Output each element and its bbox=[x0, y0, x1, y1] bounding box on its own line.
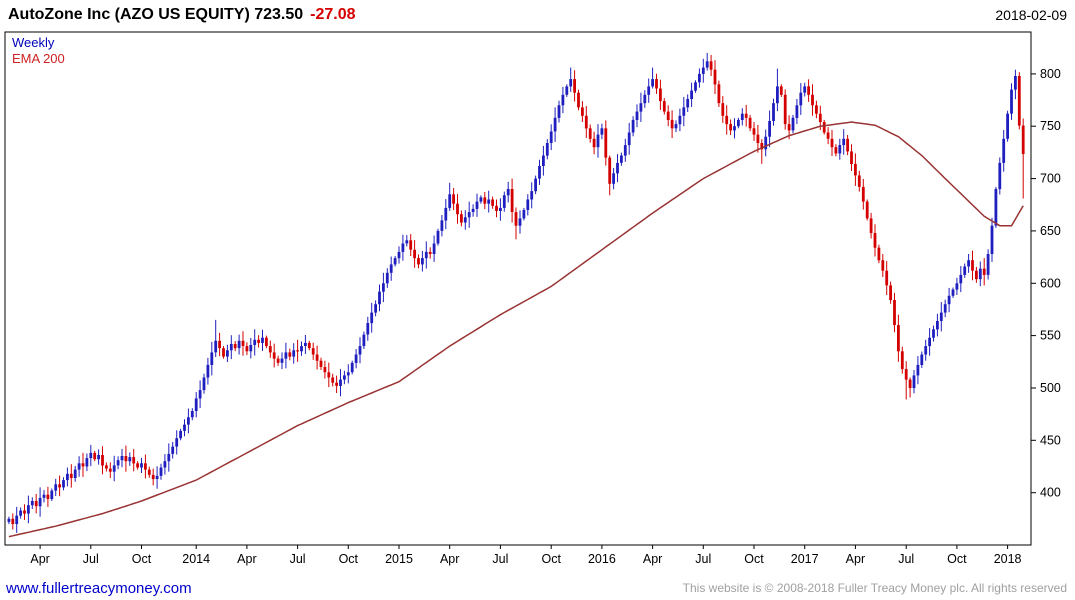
chart-date: 2018-02-09 bbox=[995, 7, 1067, 23]
x-axis-label: Oct bbox=[132, 552, 152, 566]
footer-website-link[interactable]: www.fullertreacymoney.com bbox=[6, 580, 192, 597]
x-axis-label: Jul bbox=[695, 552, 711, 566]
x-axis-label: Oct bbox=[339, 552, 359, 566]
y-axis-label: 750 bbox=[1040, 119, 1061, 133]
y-axis-label: 450 bbox=[1040, 433, 1061, 447]
x-axis-label: 2016 bbox=[588, 552, 616, 566]
y-axis-label: 600 bbox=[1040, 276, 1061, 290]
y-axis-label: 550 bbox=[1040, 329, 1061, 343]
x-axis-label: 2018 bbox=[994, 552, 1022, 566]
x-axis-label: 2017 bbox=[791, 552, 819, 566]
x-axis-label: Apr bbox=[30, 552, 49, 566]
footer-copyright: This website is © 2008-2018 Fuller Treac… bbox=[682, 581, 1067, 595]
x-axis-label: Apr bbox=[643, 552, 662, 566]
x-axis-label: Jul bbox=[83, 552, 99, 566]
chart-header: AutoZone Inc (AZO US EQUITY) 723.50 -27.0… bbox=[0, 0, 1075, 30]
instrument-title: AutoZone Inc (AZO US EQUITY) 723.50 bbox=[8, 6, 304, 23]
x-axis-label: Oct bbox=[744, 552, 764, 566]
price-change: -27.08 bbox=[310, 6, 356, 23]
ema-200-line bbox=[8, 121, 1024, 538]
legend-ema-label: EMA 200 bbox=[12, 51, 65, 66]
y-axis-label: 800 bbox=[1040, 67, 1061, 81]
y-axis-label: 500 bbox=[1040, 381, 1061, 395]
x-axis-label: Apr bbox=[237, 552, 256, 566]
x-axis-label: Apr bbox=[440, 552, 459, 566]
y-axis-label: 700 bbox=[1040, 172, 1061, 186]
y-axis-label: 400 bbox=[1040, 486, 1061, 500]
y-axis-label: 650 bbox=[1040, 224, 1061, 238]
x-axis-label: Oct bbox=[541, 552, 561, 566]
x-axis-label: Jul bbox=[898, 552, 914, 566]
x-axis-label: 2015 bbox=[385, 552, 413, 566]
x-axis-label: 2014 bbox=[182, 552, 210, 566]
x-axis-label: Jul bbox=[492, 552, 508, 566]
x-axis-label: Apr bbox=[846, 552, 865, 566]
x-axis-label: Jul bbox=[290, 552, 306, 566]
x-axis-label: Oct bbox=[947, 552, 967, 566]
legend-weekly-label: Weekly bbox=[12, 35, 55, 50]
chart-title: AutoZone Inc (AZO US EQUITY) 723.50 -27.0… bbox=[8, 6, 356, 24]
price-chart: 400 450 500 550 600 650 700 750 800 Apr Jul Oct 2014… bbox=[4, 31, 1061, 566]
